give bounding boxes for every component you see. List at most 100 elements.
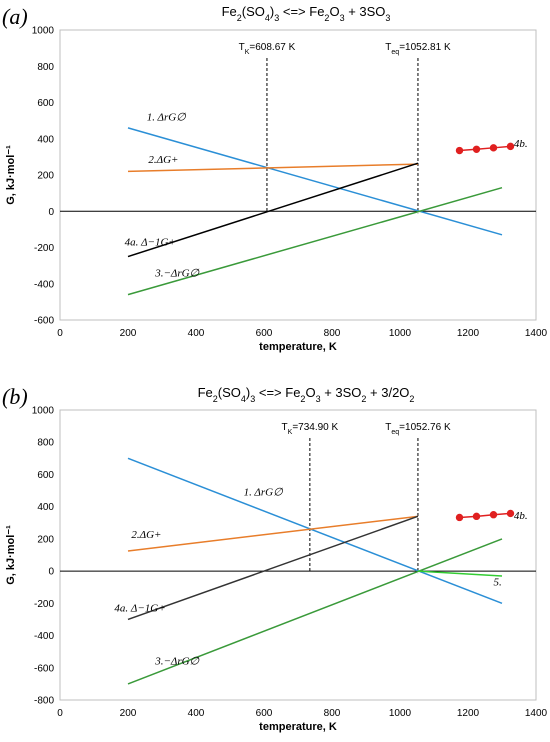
y-tick-label: -400 xyxy=(34,279,54,290)
series-point xyxy=(489,144,498,152)
x-tick-label: 1200 xyxy=(457,328,480,339)
label-subscript: eq xyxy=(391,429,399,436)
title-segment: (SO xyxy=(218,385,241,400)
title-segment: + 3SO xyxy=(321,385,362,400)
title-subscript: 2 xyxy=(361,394,366,404)
y-tick-label: 1000 xyxy=(32,406,55,417)
title-subscript: 3 xyxy=(340,13,345,23)
series-label: 4b. xyxy=(514,510,528,522)
label-main: T xyxy=(385,42,391,53)
series-line xyxy=(459,145,511,152)
series-label: 2.ΔG+ xyxy=(131,529,161,541)
label-subscript: eq xyxy=(391,49,399,56)
series-label: 2.ΔG+ xyxy=(148,154,178,166)
series-label: 4a. Δ−1G+ xyxy=(114,602,165,614)
x-tick-label: 600 xyxy=(256,708,273,719)
series-line xyxy=(127,162,419,258)
series-line xyxy=(127,515,419,621)
y-tick-label: 600 xyxy=(37,470,54,481)
title-subscript: 4 xyxy=(241,394,246,404)
label-value: =608.67 K xyxy=(249,42,295,53)
title-subscript: 4 xyxy=(265,13,270,23)
title-segment: Fe xyxy=(222,4,237,19)
y-tick-label: -200 xyxy=(34,243,54,254)
label-subscript: K xyxy=(245,49,250,56)
series-label: 1. ΔrG∅ xyxy=(147,112,186,124)
x-tick-label: 400 xyxy=(188,708,205,719)
x-tick-label: 200 xyxy=(120,328,137,339)
title-subscript: 2 xyxy=(300,394,305,404)
x-tick-label: 200 xyxy=(120,708,137,719)
series-label: 3.−ΔrG∅ xyxy=(154,656,199,668)
series-line xyxy=(127,163,418,173)
title-segment: <=> Fe xyxy=(279,4,324,19)
series-line xyxy=(459,512,511,519)
title-subscript: 2 xyxy=(409,394,414,404)
series-point xyxy=(506,509,515,518)
series-label: 1. ΔrG∅ xyxy=(244,486,283,498)
x-tick-label: 1000 xyxy=(389,708,412,719)
y-tick-label: 400 xyxy=(37,502,54,513)
y-tick-label: 800 xyxy=(37,62,54,73)
y-tick-label: -200 xyxy=(34,599,54,610)
plot-area xyxy=(59,29,537,321)
x-tick-label: 400 xyxy=(188,328,205,339)
y-tick-label: -600 xyxy=(34,663,54,674)
series-line xyxy=(127,457,503,605)
title-segment: ) xyxy=(270,4,274,19)
y-tick-label: 800 xyxy=(37,438,54,449)
title-subscript: 2 xyxy=(237,13,242,23)
label-main: T xyxy=(239,42,245,53)
title-segment: ) xyxy=(246,385,250,400)
y-axis-title: G, kJ·mol⁻¹ xyxy=(5,145,17,205)
series-line xyxy=(127,186,503,296)
x-tick-label: 600 xyxy=(256,328,273,339)
x-tick-label: 1000 xyxy=(389,328,412,339)
title-subscript: 3 xyxy=(274,13,279,23)
title-segment: Fe xyxy=(198,385,213,400)
series-label: 3.−ΔrG∅ xyxy=(154,268,199,280)
x-tick-label: 800 xyxy=(324,328,341,339)
reference-line-label: Teq=1052.81 K xyxy=(385,42,451,56)
title-subscript: 2 xyxy=(324,13,329,23)
title-segment: (SO xyxy=(242,4,265,19)
series-label: 4b. xyxy=(514,138,528,150)
title-segment: <=> Fe xyxy=(255,385,300,400)
reference-line-label: Teq=1052.76 K xyxy=(385,422,451,436)
panel-label: (a) xyxy=(2,4,28,29)
y-tick-label: 0 xyxy=(48,567,54,578)
title-subscript: 3 xyxy=(385,13,390,23)
series-line xyxy=(127,127,503,236)
y-tick-label: -400 xyxy=(34,631,54,642)
title-segment: + 3SO xyxy=(345,4,386,19)
series-point xyxy=(472,145,481,153)
reference-line-label: TK=734.90 K xyxy=(282,422,339,436)
series-point xyxy=(455,146,464,155)
x-tick-label: 1400 xyxy=(525,708,548,719)
series-point xyxy=(506,142,515,151)
series-point xyxy=(455,513,464,522)
title-subscript: 3 xyxy=(316,394,321,404)
chart-panel-b: (b) Fe2(SO4)3 <=> Fe2O3 + 3SO2 + 3/2O2100… xyxy=(2,384,548,733)
series-label: 5. xyxy=(494,577,502,589)
chart-panel-a: (a) Fe2(SO4)3 <=> Fe2O3 + 3SO310008006004… xyxy=(2,4,548,353)
label-value: =1052.81 K xyxy=(399,42,451,53)
y-tick-label: -600 xyxy=(34,316,54,327)
label-value: =734.90 K xyxy=(292,422,338,433)
chart-title: Fe2(SO4)3 <=> Fe2O3 + 3SO3 xyxy=(222,4,391,23)
label-main: T xyxy=(385,422,391,433)
label-value: =1052.76 K xyxy=(399,422,451,433)
series-line xyxy=(127,515,419,552)
title-segment: + 3/2O xyxy=(366,385,409,400)
series-point xyxy=(472,512,481,521)
y-tick-label: 200 xyxy=(37,171,54,182)
x-tick-label: 800 xyxy=(324,708,341,719)
y-axis-title: G, kJ·mol⁻¹ xyxy=(5,525,17,585)
y-tick-label: 400 xyxy=(37,134,54,145)
x-tick-label: 1200 xyxy=(457,708,480,719)
title-segment: O xyxy=(329,4,339,19)
chart-title: Fe2(SO4)3 <=> Fe2O3 + 3SO2 + 3/2O2 xyxy=(198,385,415,404)
title-segment: O xyxy=(305,385,315,400)
label-subscript: K xyxy=(288,429,293,436)
